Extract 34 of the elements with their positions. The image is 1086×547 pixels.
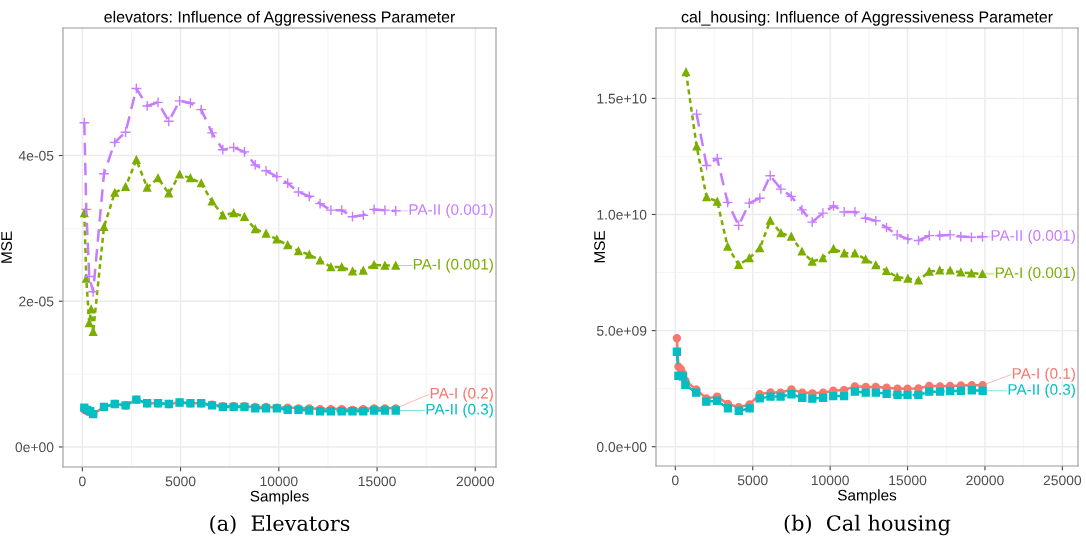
x-tick-label: 15000	[358, 476, 396, 487]
x-tick-label: 0	[79, 476, 86, 487]
legend-label: PA-I (0.2)	[430, 387, 493, 402]
x-tick-label: 0	[672, 475, 679, 486]
legend-label: PA-II (0.001)	[409, 203, 493, 218]
x-tick-label: 5000	[737, 475, 768, 486]
legend-label: PA-I (0.1)	[1012, 367, 1075, 382]
y-tick-label: 1.5e+10	[597, 93, 647, 104]
x-tick-label: 25000	[1043, 475, 1082, 486]
x-axis-title: Samples	[250, 490, 309, 505]
y-axis-title: MSE	[1, 231, 12, 263]
x-tick-label: 10000	[811, 475, 849, 486]
legend-label: PA-II (0.3)	[426, 403, 493, 418]
chart-title: cal_housing: Influence of Aggressiveness Parameter	[681, 10, 1053, 26]
y-tick-label: 2e-05	[19, 296, 54, 307]
x-tick-label: 20000	[456, 476, 495, 487]
x-axis-title: Samples	[837, 489, 897, 504]
legend-label: PA-II (0.3)	[1008, 383, 1075, 398]
y-tick-label: 4e-05	[18, 150, 54, 161]
x-tick-label: 10000	[260, 476, 298, 487]
text: (b) Cal housing	[784, 514, 951, 536]
legend-label: PA-II (0.001)	[991, 229, 1075, 244]
y-axis-title: MSE	[594, 231, 605, 263]
x-tick-label: 15000	[889, 475, 927, 486]
y-tick-label: 0.0e+00	[596, 442, 647, 452]
y-tick-label: 0e+00	[15, 442, 54, 453]
x-tick-label: 5000	[165, 476, 196, 487]
chart-title: elevators: Influence of Aggressiveness Parameter	[104, 10, 456, 26]
x-tick-label: 20000	[966, 475, 1004, 486]
legend-label: PA-I (0.001)	[995, 266, 1075, 282]
y-tick-label: 5.0e+09	[596, 325, 647, 336]
legend-label: PA-I (0.001)	[413, 258, 493, 273]
text: (a) Elevators	[210, 514, 350, 534]
y-tick-label: 1.0e+10	[597, 209, 647, 220]
